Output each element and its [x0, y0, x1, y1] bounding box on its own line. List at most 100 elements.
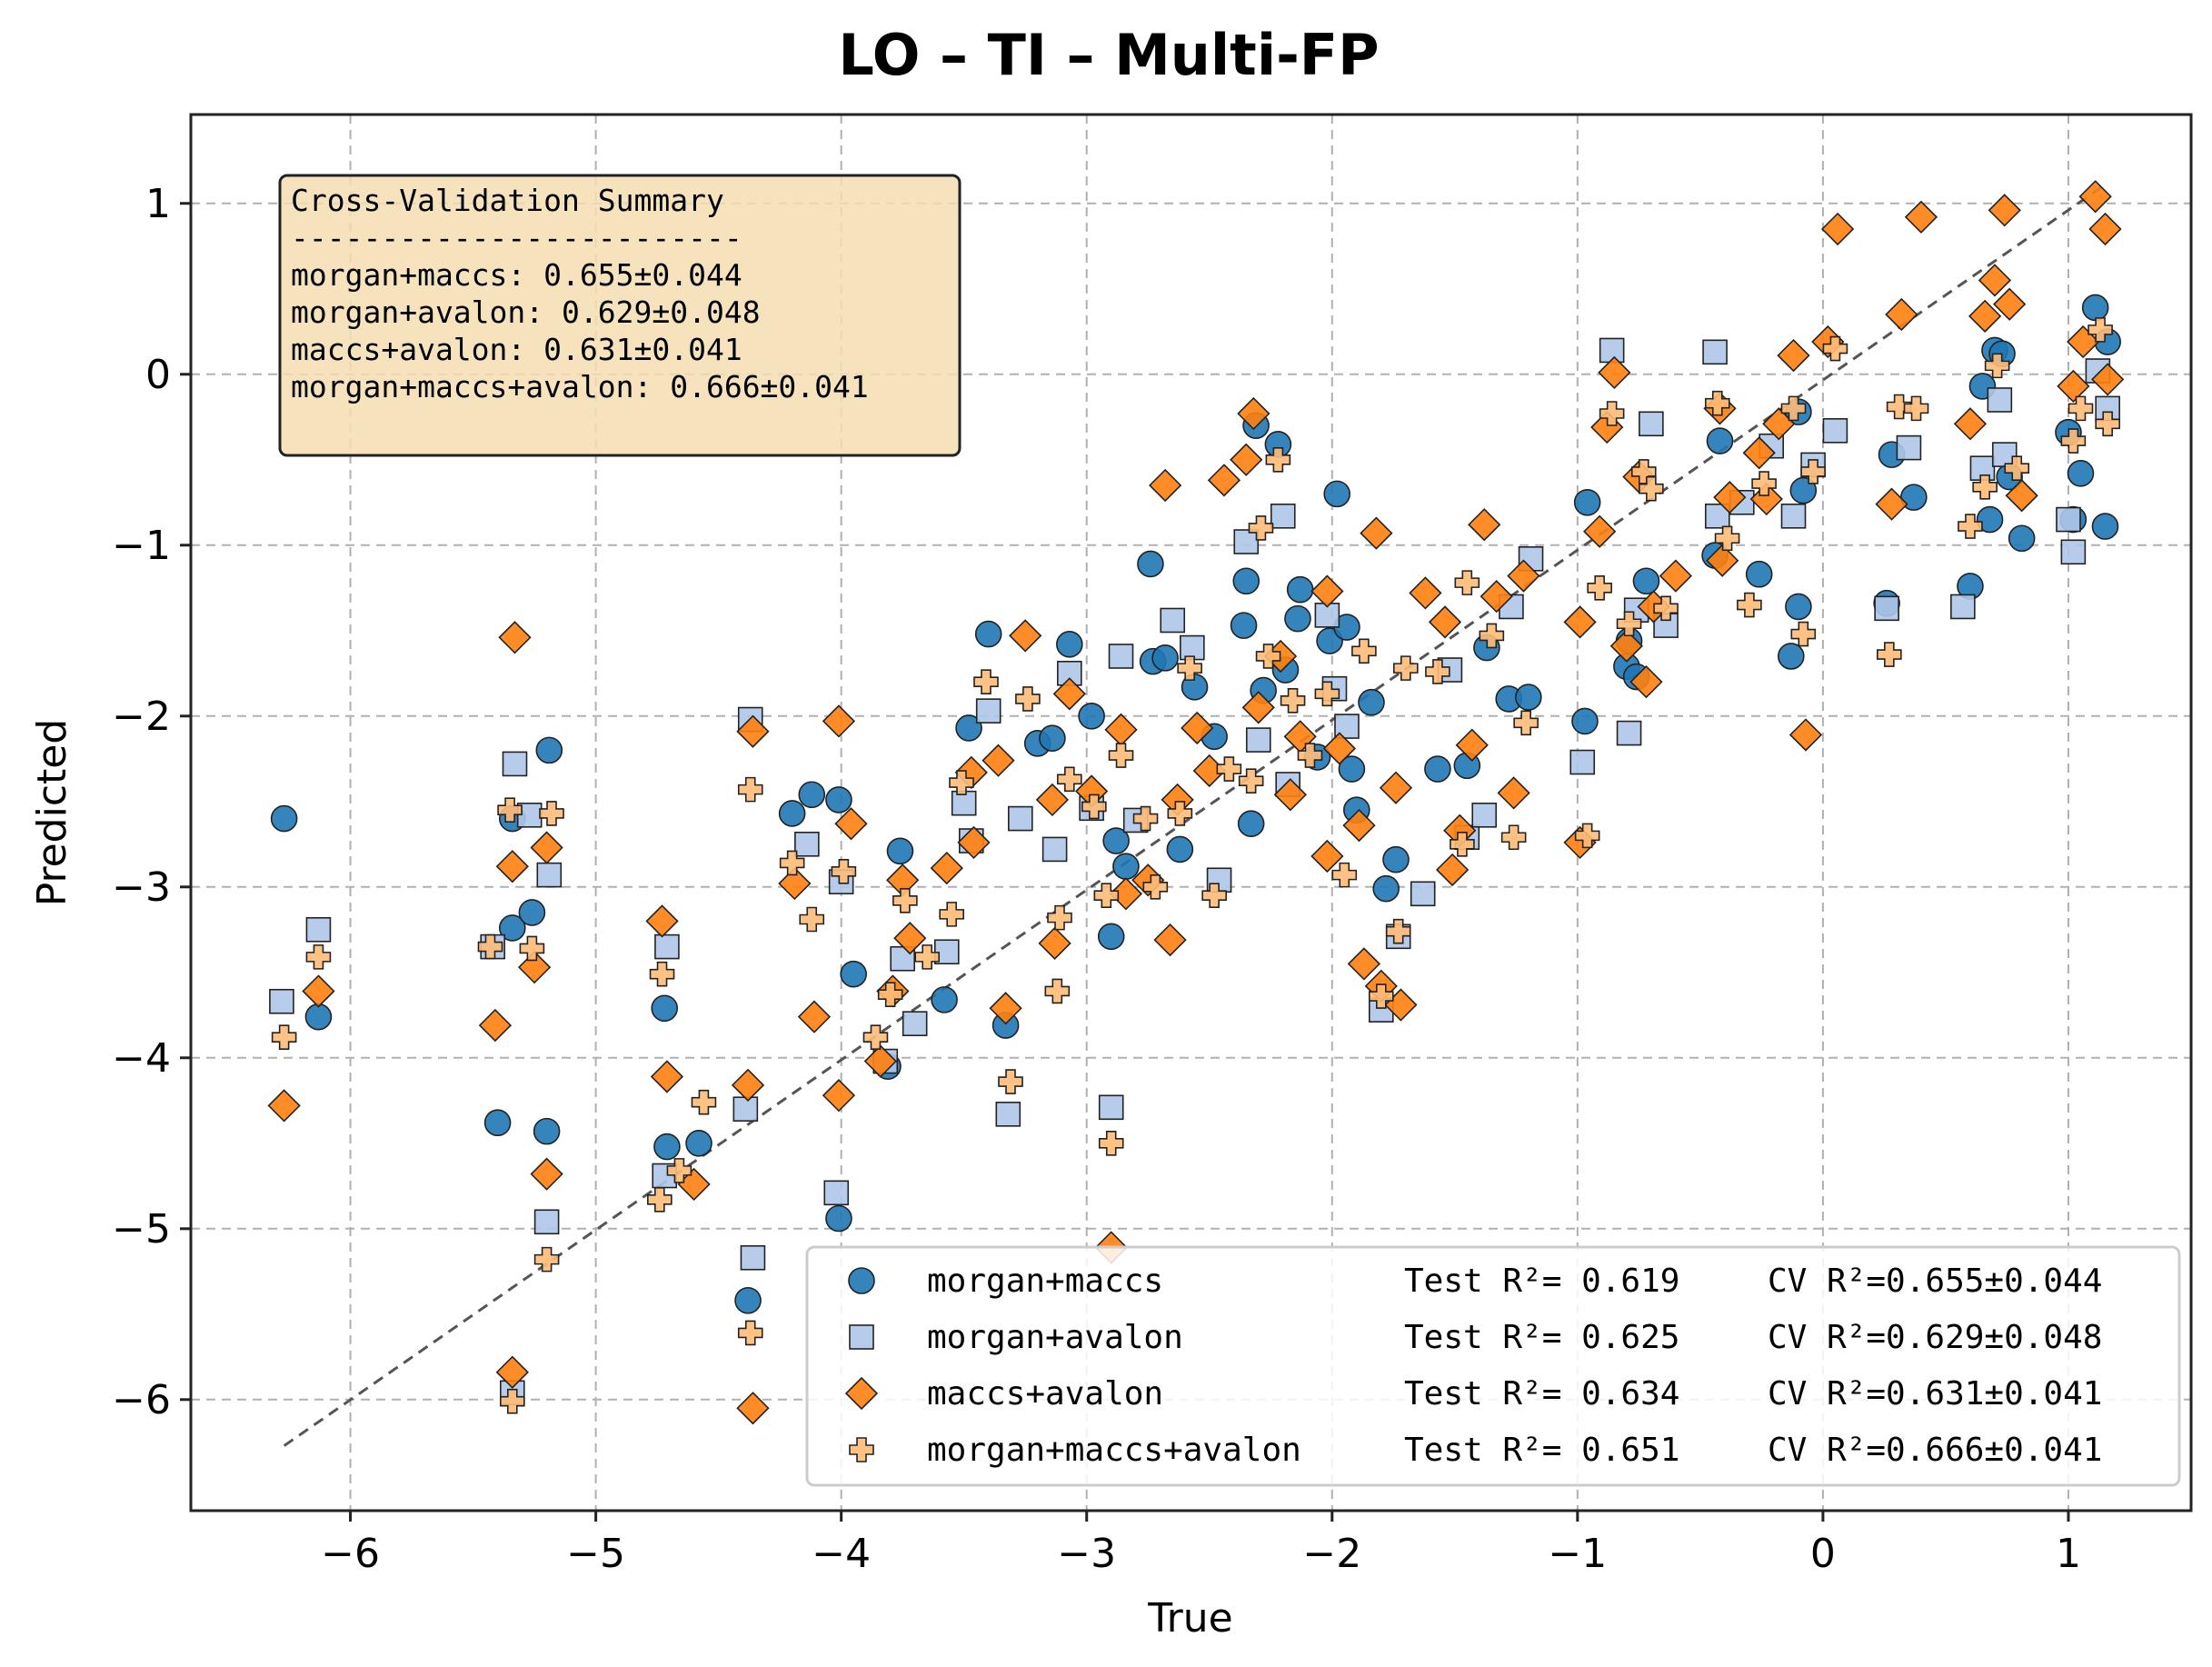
data-point: [685, 1129, 712, 1157]
data-point: [1780, 504, 1807, 529]
data-point: [1167, 801, 1193, 826]
data-point: [1563, 605, 1597, 639]
data-point: [1177, 655, 1202, 681]
x-tick-label: −1: [1548, 1531, 1607, 1577]
data-point: [1207, 464, 1241, 497]
legend-cv-r2: CV R²=0.666±0.041: [1768, 1432, 2102, 1469]
data-point: [1653, 595, 1679, 622]
data-point: [1039, 724, 1066, 753]
data-point: [1639, 411, 1664, 437]
data-point: [1160, 607, 1186, 634]
data-point: [1988, 194, 2021, 227]
data-point: [536, 862, 563, 888]
data-point: [1704, 390, 1730, 416]
y-tick-label: −6: [112, 1377, 171, 1423]
data-point: [998, 1069, 1023, 1094]
data-point: [1132, 805, 1159, 832]
data-point: [271, 1024, 297, 1051]
data-point: [949, 770, 974, 795]
data-point: [1497, 776, 1530, 810]
data-point: [732, 1096, 759, 1122]
data-point: [740, 1244, 766, 1271]
data-point: [1098, 1130, 1124, 1156]
data-point: [1112, 853, 1140, 881]
data-point: [797, 1000, 832, 1033]
summary-line: maccs+avalon: 0.631±0.041: [291, 332, 742, 367]
data-point: [2004, 455, 2030, 481]
data-point: [1507, 559, 1540, 593]
identity-line: [283, 185, 2104, 1447]
data-point: [267, 1089, 301, 1123]
data-point: [654, 933, 680, 960]
data-point: [995, 1102, 1021, 1127]
data-point: [1468, 508, 1501, 542]
data-point: [502, 751, 528, 777]
data-point: [495, 850, 529, 883]
data-point: [2091, 513, 2119, 540]
legend-test-r2: Test R²= 0.634: [1404, 1375, 1679, 1412]
data-point: [1385, 918, 1411, 944]
data-point: [834, 807, 868, 841]
data-point: [1820, 212, 1855, 246]
data-point: [1454, 570, 1480, 595]
data-point: [1322, 732, 1357, 765]
data-point: [498, 621, 532, 654]
data-point: [1480, 580, 1513, 614]
data-point: [497, 797, 523, 823]
data-point: [1265, 446, 1291, 473]
data-point: [1790, 621, 1817, 647]
data-point: [647, 1187, 673, 1213]
data-point: [1102, 827, 1130, 854]
data-point: [1057, 766, 1082, 793]
data-point: [1393, 655, 1419, 681]
data-point: [530, 831, 563, 864]
summary-line: morgan+maccs: 0.655±0.044: [291, 257, 742, 293]
data-point: [649, 961, 675, 987]
data-point: [1248, 515, 1274, 541]
data-point: [1455, 728, 1489, 762]
data-point: [1149, 468, 1182, 503]
data-point: [1347, 947, 1381, 981]
data-point: [1714, 525, 1740, 552]
data-point: [778, 866, 812, 901]
data-points: [267, 180, 2125, 1425]
data-point: [305, 916, 332, 943]
data-point: [951, 790, 977, 816]
data-point: [989, 992, 1022, 1025]
summary-box-background: [278, 174, 962, 457]
data-point: [2078, 180, 2112, 214]
data-point: [892, 888, 918, 913]
data-point: [666, 1158, 692, 1183]
legend-series-name: morgan+maccs: [927, 1263, 1163, 1300]
data-point: [1751, 471, 1777, 496]
data-point: [1052, 677, 1086, 711]
data-point: [1108, 743, 1134, 768]
data-point: [1109, 877, 1143, 911]
data-point: [1273, 778, 1308, 812]
data-point: [2067, 460, 2095, 487]
x-tick-label: −6: [321, 1531, 380, 1577]
data-point: [1424, 755, 1451, 783]
x-tick-label: −3: [1057, 1531, 1116, 1577]
data-point: [799, 906, 825, 933]
data-point: [1331, 862, 1358, 888]
data-point: [1706, 544, 1739, 577]
summary-title: Cross-Validation Summary: [291, 183, 724, 218]
legend-cv-r2: CV R²=0.629±0.048: [1768, 1319, 2102, 1356]
data-point: [981, 744, 1015, 777]
data-point: [939, 902, 964, 927]
data-point: [2068, 395, 2094, 422]
data-point: [1372, 874, 1400, 903]
data-point: [2091, 363, 2125, 396]
data-point: [1616, 720, 1642, 746]
data-point: [822, 704, 856, 738]
data-point: [1151, 644, 1179, 672]
data-point: [731, 1068, 765, 1102]
data-point: [974, 620, 1002, 648]
data-point: [779, 850, 805, 876]
data-point: [840, 960, 867, 988]
data-point: [1238, 768, 1264, 794]
data-point: [931, 986, 958, 1013]
data-point: [1047, 904, 1072, 931]
data-point: [499, 1388, 525, 1414]
